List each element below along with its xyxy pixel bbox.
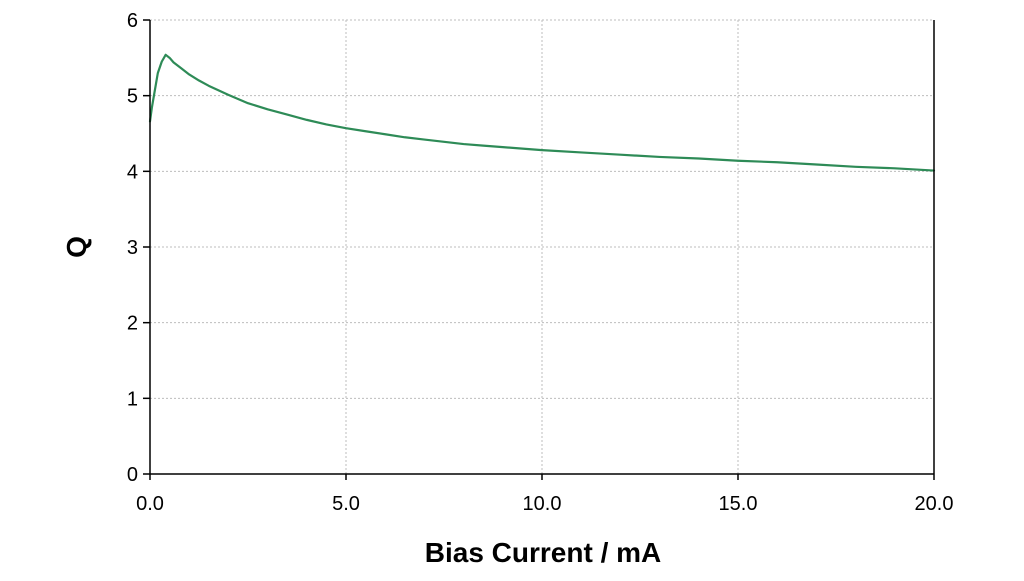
y-tick-label: 6: [127, 10, 138, 32]
x-tick-label: 10.0: [523, 493, 562, 515]
y-tick-label: 1: [127, 388, 138, 410]
y-tick-label: 2: [127, 313, 138, 335]
tick-labels: 0.0 5.0 10.0 15.0 20.0 0 1 2 3 4 5 6: [127, 10, 954, 515]
series-layer: [148, 53, 936, 172]
y-tick-label: 3: [127, 237, 138, 259]
y-tick-label: 0: [127, 464, 138, 486]
axes: [143, 19, 935, 480]
x-axis-title: Bias Current / mA: [425, 537, 662, 568]
y-tick-label: 5: [127, 86, 138, 108]
grid: [150, 19, 935, 474]
y-axis-title: Q: [61, 236, 92, 258]
x-tick-label: 15.0: [719, 493, 758, 515]
x-tick-label: 20.0: [915, 493, 954, 515]
x-tick-label: 0.0: [136, 493, 164, 515]
series-line: [148, 53, 936, 172]
y-tick-label: 4: [127, 161, 138, 183]
x-tick-label: 5.0: [332, 493, 360, 515]
